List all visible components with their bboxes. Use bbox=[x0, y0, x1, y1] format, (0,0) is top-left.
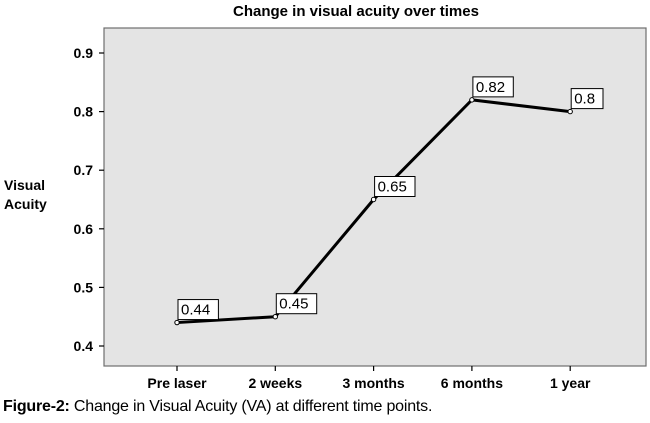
data-label: 0.8 bbox=[574, 91, 595, 108]
x-tick-label: 3 months bbox=[342, 375, 404, 391]
data-label: 0.65 bbox=[378, 179, 407, 196]
caption-label: Figure-2: bbox=[3, 398, 70, 415]
y-tick-label: 0.8 bbox=[74, 104, 94, 120]
figure-caption: Figure-2: Change in Visual Acuity (VA) a… bbox=[3, 398, 432, 416]
data-label-box bbox=[570, 88, 604, 110]
x-tick-label: Pre laser bbox=[147, 375, 207, 391]
y-axis-label-line1: Visual bbox=[4, 177, 45, 193]
y-axis-label: Visual Acuity bbox=[4, 176, 64, 214]
data-point bbox=[469, 97, 475, 103]
data-label-box bbox=[177, 299, 219, 321]
chart-title: Change in visual acuity over times bbox=[233, 3, 479, 20]
data-label: 0.44 bbox=[181, 302, 210, 319]
data-label-box bbox=[472, 76, 514, 98]
y-tick-label: 0.6 bbox=[74, 221, 94, 237]
y-axis-label-line2: Acuity bbox=[4, 196, 47, 212]
y-tick-label: 0.4 bbox=[74, 338, 94, 354]
data-point bbox=[272, 314, 278, 320]
x-tick-label: 2 weeks bbox=[248, 375, 302, 391]
data-point bbox=[174, 319, 180, 326]
y-tick-label: 0.7 bbox=[74, 162, 94, 178]
caption-text: Change in Visual Acuity (VA) at differen… bbox=[73, 398, 433, 415]
x-tick-label: 6 months bbox=[441, 375, 503, 391]
data-label-box bbox=[275, 293, 318, 315]
data-label: 0.45 bbox=[279, 296, 308, 313]
data-label-box bbox=[374, 176, 416, 197]
x-tick-label: 1 year bbox=[550, 375, 591, 391]
y-tick-label: 0.9 bbox=[74, 45, 94, 61]
data-label: 0.82 bbox=[476, 79, 505, 96]
data-point bbox=[567, 108, 573, 115]
y-tick-label: 0.5 bbox=[74, 279, 94, 295]
data-point bbox=[370, 196, 377, 203]
